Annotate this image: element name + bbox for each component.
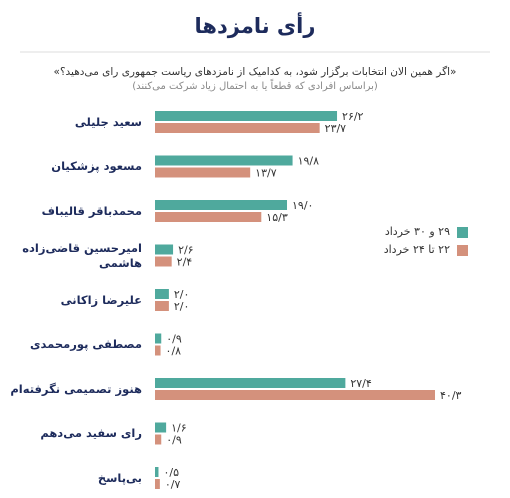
- bar: [155, 167, 251, 178]
- subtitle: «اگر همین الان انتخابات برگزار شود، به ک…: [53, 66, 457, 78]
- category-label: امیرحسین قاضی‌زاده هاشمی: [22, 240, 142, 270]
- value-label: ۰/۸: [166, 345, 182, 358]
- note: (براساس افرادی که قطعاً یا به احتمال زیا…: [132, 81, 378, 92]
- value-label: ۰/۷: [165, 478, 181, 491]
- value-label: ۱۹/۸: [298, 155, 320, 168]
- bar: [155, 345, 161, 356]
- bar: [155, 123, 320, 133]
- legend-swatch: [457, 227, 468, 238]
- category-label: رای سفید می‌دهم: [40, 426, 142, 440]
- category-label: سعید جلیلی: [74, 114, 142, 129]
- value-label: ۱۳/۷: [255, 167, 277, 180]
- value-label: ۱/۶: [171, 422, 187, 435]
- category-label: مسعود پزشکیان: [51, 159, 142, 173]
- category-label: هنوز تصمیمی نگرفته‌ام: [10, 381, 142, 396]
- category-label: علیرضا زاکانی: [60, 292, 142, 307]
- bar: [155, 289, 169, 299]
- bar: [155, 422, 167, 433]
- value-label: ۲۷/۴: [350, 377, 372, 390]
- category-label: محمدباقر قالیباف: [41, 203, 142, 218]
- value-label: ۱۵/۳: [266, 211, 288, 224]
- value-label: ۲/۰: [174, 288, 190, 301]
- legend-swatch: [457, 245, 468, 256]
- bar: [155, 155, 293, 166]
- bar: [155, 333, 162, 344]
- bar: [155, 390, 435, 400]
- legend-label: ۲۲ تا ۲۴ خرداد: [383, 243, 450, 256]
- value-label: ۲۶/۲: [342, 110, 364, 123]
- value-label: ۱۹/۰: [292, 199, 313, 212]
- bar: [155, 434, 162, 445]
- chart-title: رأی نامزدها: [194, 14, 316, 38]
- value-label: ۲/۴: [177, 256, 193, 269]
- value-label: ۰/۹: [166, 333, 182, 346]
- bar: [155, 479, 160, 489]
- bar: [155, 200, 288, 210]
- value-label: ۰/۹: [166, 434, 182, 447]
- bar: [155, 301, 169, 311]
- bar: [155, 244, 174, 255]
- bar: [155, 256, 172, 267]
- bar: [155, 378, 346, 388]
- category-label: بی‌پاسخ: [97, 470, 142, 485]
- value-label: ۲/۶: [178, 244, 194, 257]
- bar: [155, 212, 262, 222]
- value-label: ۰/۵: [163, 466, 179, 479]
- category-label: مصطفی پورمحمدی: [29, 337, 142, 351]
- value-label: ۲/۰: [174, 300, 190, 313]
- bar: [155, 111, 338, 121]
- legend-label: ۲۹ و ۳۰ خرداد: [384, 225, 450, 238]
- value-label: ۲۳/۷: [325, 122, 347, 135]
- bar: [155, 467, 159, 477]
- value-label: ۴۰/۳: [440, 389, 462, 402]
